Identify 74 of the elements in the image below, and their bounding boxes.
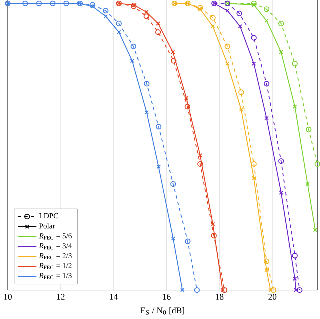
point xyxy=(171,236,176,242)
point xyxy=(251,35,257,42)
point xyxy=(236,11,242,17)
x-tick-label: 20 xyxy=(268,294,277,300)
x-tick-label: 10 xyxy=(4,294,12,300)
point xyxy=(132,3,136,8)
point xyxy=(64,1,70,7)
point xyxy=(50,1,56,7)
point xyxy=(297,288,303,294)
point xyxy=(278,158,284,164)
point xyxy=(292,104,298,110)
x-tick-label: 14 xyxy=(110,294,118,300)
point xyxy=(264,18,269,24)
point xyxy=(185,238,191,245)
point xyxy=(198,162,204,168)
point xyxy=(36,1,42,7)
point xyxy=(194,288,200,294)
point xyxy=(279,50,284,55)
point xyxy=(226,8,230,14)
point xyxy=(130,44,137,50)
point xyxy=(224,44,230,50)
point xyxy=(306,182,310,187)
point xyxy=(90,2,96,8)
point xyxy=(184,104,190,110)
point xyxy=(116,21,122,27)
point xyxy=(252,176,256,181)
point xyxy=(226,62,230,66)
x-tick-label: 16 xyxy=(163,294,171,300)
point xyxy=(279,190,284,196)
point xyxy=(211,233,217,239)
point xyxy=(252,3,256,8)
point xyxy=(103,8,109,14)
x-tick-label: 18 xyxy=(216,294,224,300)
point xyxy=(90,4,95,9)
point xyxy=(210,24,216,29)
point xyxy=(264,259,270,265)
x-axis-title: E$_{S}$ / N$_{0}$ [dB] xyxy=(140,308,184,316)
point xyxy=(104,14,108,19)
point xyxy=(306,127,312,133)
point xyxy=(144,14,150,20)
point xyxy=(155,30,162,36)
point xyxy=(292,61,298,67)
point xyxy=(156,22,160,26)
point xyxy=(264,268,269,273)
point xyxy=(292,253,298,259)
point xyxy=(156,165,161,170)
point xyxy=(156,124,162,130)
point xyxy=(130,59,134,64)
point xyxy=(239,108,244,112)
point xyxy=(292,276,298,282)
x-tick-label: 12 xyxy=(57,294,65,300)
point xyxy=(264,116,269,121)
point xyxy=(198,5,204,12)
point xyxy=(252,62,256,66)
point xyxy=(238,90,244,96)
point xyxy=(131,4,137,10)
point xyxy=(251,162,257,168)
point xyxy=(170,50,176,55)
point xyxy=(264,81,270,87)
point xyxy=(116,30,122,35)
point xyxy=(184,96,189,101)
point xyxy=(210,222,216,227)
point xyxy=(144,110,150,115)
point xyxy=(22,1,28,7)
point xyxy=(198,154,202,158)
point xyxy=(251,1,257,7)
point xyxy=(170,182,176,188)
point xyxy=(198,7,202,12)
point xyxy=(278,21,284,27)
point xyxy=(171,58,177,64)
point xyxy=(264,6,270,12)
point xyxy=(144,81,150,87)
point xyxy=(238,24,242,29)
point xyxy=(210,15,216,22)
